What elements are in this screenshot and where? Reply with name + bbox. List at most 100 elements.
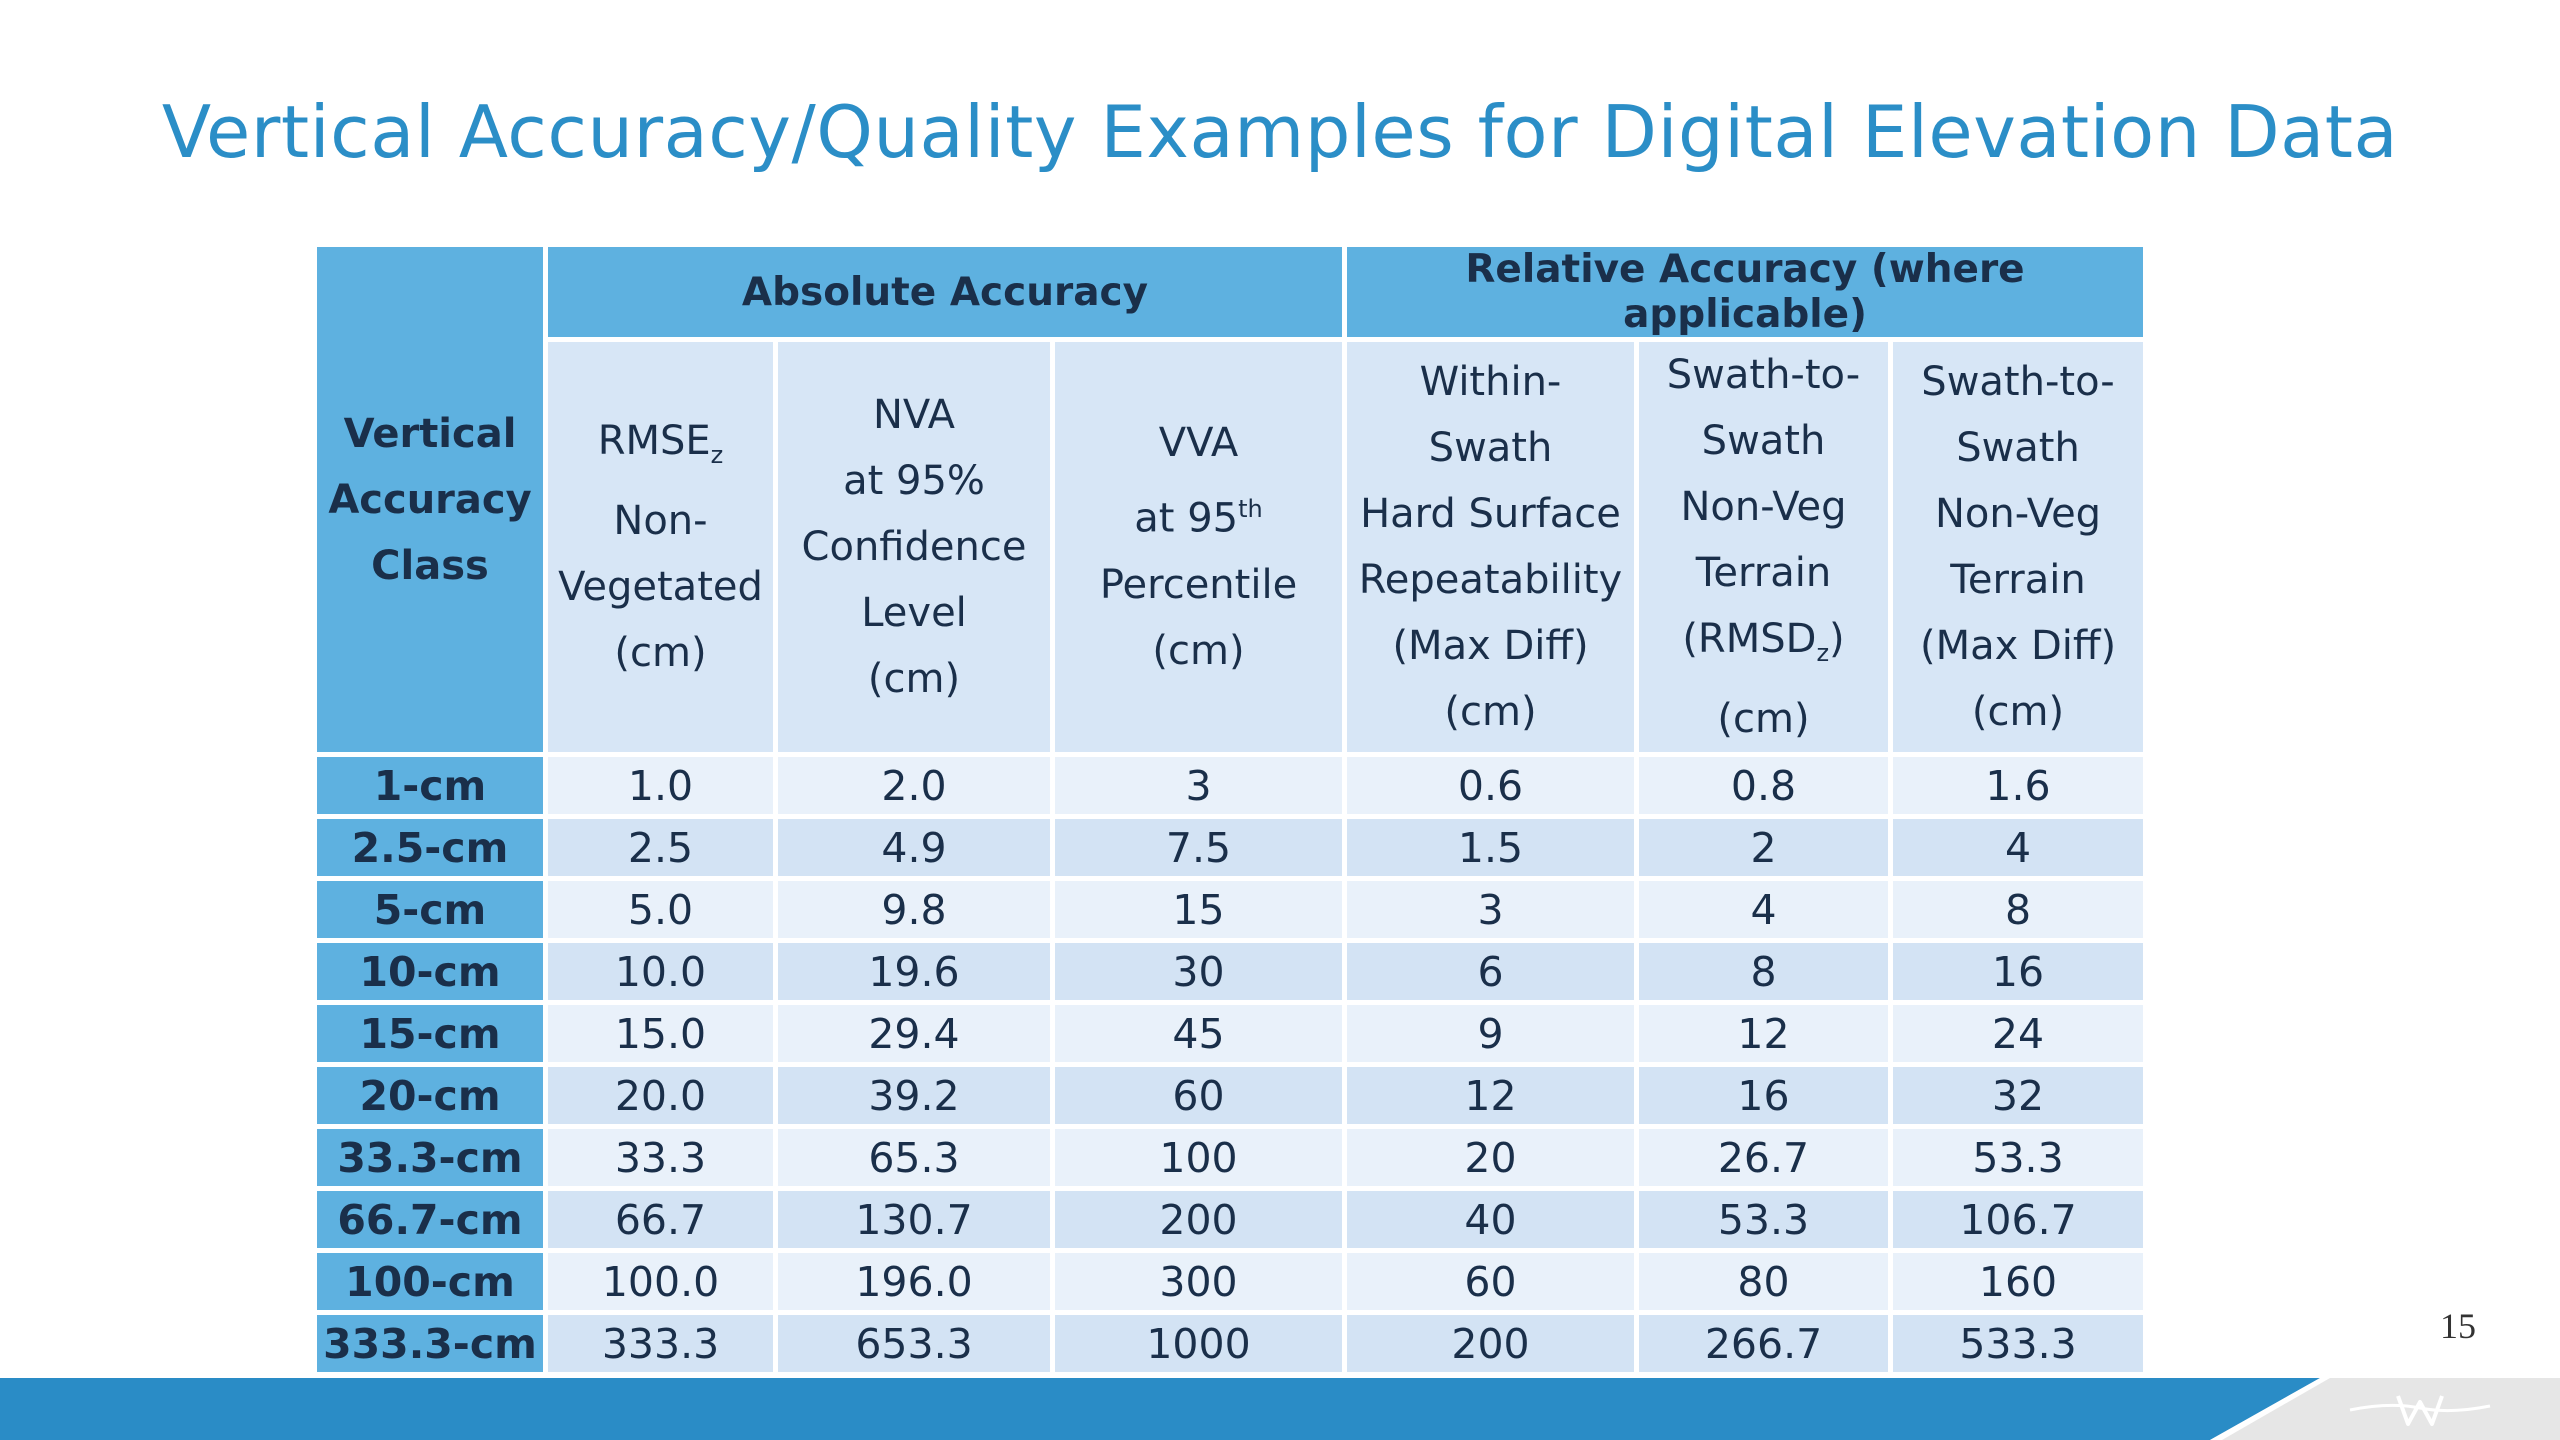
- value-cell: 32: [1887, 1062, 2149, 1129]
- value-cell: 24: [1887, 1000, 2149, 1067]
- swath-maxdiff-column-header: Swath-to- Swath Non-Veg Terrain (Max Dif…: [1887, 337, 2149, 757]
- value-cell: 80: [1634, 1248, 1893, 1315]
- value-cell: 16: [1634, 1062, 1893, 1129]
- header-line: RMSEz: [548, 408, 773, 488]
- value-cell: 0.6: [1342, 752, 1639, 819]
- value-cell: 66.7: [543, 1186, 778, 1253]
- value-cell: 30: [1050, 938, 1347, 1005]
- value-cell: 1.5: [1342, 814, 1639, 881]
- value-cell: 5.0: [543, 876, 778, 943]
- value-cell: 9: [1342, 1000, 1639, 1067]
- header-line: Hard Surface: [1360, 491, 1621, 537]
- class-header-line: Vertical: [343, 410, 517, 457]
- accuracy-class-cell: 100-cm: [312, 1248, 548, 1315]
- value-cell: 7.5: [1050, 814, 1347, 881]
- header-text: RMSE: [597, 418, 711, 464]
- value-cell: 53.3: [1634, 1186, 1893, 1253]
- value-cell: 2.0: [773, 752, 1055, 819]
- header-line: Within-: [1419, 359, 1562, 405]
- header-line: Swath-to-: [1921, 359, 2115, 405]
- value-cell: 300: [1050, 1248, 1347, 1315]
- value-cell: 40: [1342, 1186, 1639, 1253]
- value-cell: 12: [1634, 1000, 1893, 1067]
- value-cell: 12: [1342, 1062, 1639, 1129]
- header-line: (Max Diff): [1919, 623, 2117, 669]
- relative-accuracy-header: Relative Accuracy (where applicable): [1341, 242, 2149, 342]
- value-cell: 106.7: [1887, 1186, 2149, 1253]
- value-cell: 9.8: [773, 876, 1055, 943]
- value-cell: 200: [1050, 1186, 1347, 1253]
- accuracy-class-cell: 20-cm: [312, 1062, 548, 1129]
- header-line: (cm): [1717, 696, 1810, 742]
- header-line: Level: [861, 590, 967, 636]
- header-line: (RMSDz): [1639, 606, 1888, 686]
- value-cell: 100.0: [543, 1248, 778, 1315]
- table-row: 5-cm 5.0 9.8 15 3 4 8: [312, 876, 2149, 943]
- value-cell: 1.6: [1887, 752, 2149, 819]
- value-cell: 160: [1887, 1248, 2149, 1315]
- accuracy-class-cell: 333.3-cm: [312, 1310, 548, 1377]
- value-cell: 653.3: [773, 1310, 1055, 1377]
- slide-title: Vertical Accuracy/Quality Examples for D…: [161, 90, 2399, 174]
- value-cell: 6: [1342, 938, 1639, 1005]
- header-line: (cm): [867, 656, 961, 702]
- table-row: 1-cm 1.0 2.0 3 0.6 0.8 1.6: [312, 752, 2149, 819]
- value-cell: 8: [1634, 938, 1893, 1005]
- wavy-w-logo-icon: [2349, 1395, 2491, 1426]
- value-cell: 130.7: [773, 1186, 1055, 1253]
- table-row: 10-cm 10.0 19.6 30 6 8 16: [312, 938, 2149, 1005]
- header-line: Swath-to-: [1666, 352, 1861, 398]
- accuracy-class-cell: 5-cm: [312, 876, 548, 943]
- value-cell: 196.0: [773, 1248, 1055, 1315]
- value-cell: 2.5: [543, 814, 778, 881]
- value-cell: 4.9: [773, 814, 1055, 881]
- accuracy-class-cell: 1-cm: [312, 752, 548, 819]
- accuracy-class-cell: 33.3-cm: [312, 1124, 548, 1191]
- header-line: at 95%: [843, 458, 985, 504]
- value-cell: 20: [1342, 1124, 1639, 1191]
- header-line: Swath: [1428, 425, 1553, 471]
- class-header-line: Accuracy: [328, 476, 532, 523]
- header-line: Non-: [613, 498, 708, 544]
- header-line: Non-Veg: [1680, 484, 1847, 530]
- vertical-accuracy-class-header: Vertical Accuracy Class: [312, 242, 548, 757]
- value-cell: 1.0: [543, 752, 778, 819]
- value-cell: 3: [1050, 752, 1347, 819]
- header-superscript: th: [1238, 495, 1263, 524]
- value-cell: 39.2: [773, 1062, 1055, 1129]
- value-cell: 533.3: [1887, 1310, 2149, 1377]
- value-cell: 200: [1342, 1310, 1639, 1377]
- bottom-bar: [0, 1378, 2560, 1440]
- value-cell: 15.0: [543, 1000, 778, 1067]
- table-row: 333.3-cm 333.3 653.3 1000 200 266.7 533.3: [312, 1310, 2149, 1377]
- value-cell: 3: [1342, 876, 1639, 943]
- swath-rmsd-column-header: Swath-to- Swath Non-Veg Terrain (RMSDz) …: [1634, 337, 1893, 757]
- header-line: Terrain: [1950, 557, 2086, 603]
- header-line: NVA: [872, 392, 956, 438]
- rmse-column-header: RMSEz Non- Vegetated (cm): [543, 337, 778, 757]
- header-text: at 95: [1134, 495, 1239, 542]
- value-cell: 8: [1887, 876, 2149, 943]
- value-cell: 29.4: [773, 1000, 1055, 1067]
- header-line: Swath: [1956, 425, 2080, 471]
- table-body: 1-cm 1.0 2.0 3 0.6 0.8 1.6 2.5-cm 2.5 4.9 7.5 1.5 2 4…: [312, 752, 2149, 1377]
- value-cell: 60: [1342, 1248, 1639, 1315]
- page-number: 15: [2440, 1306, 2476, 1346]
- absolute-accuracy-header: Absolute Accuracy: [543, 242, 1347, 342]
- within-swath-column-header: Within- Swath Hard Surface Repeatability…: [1342, 337, 1639, 757]
- nva-column-header: NVA at 95% Confidence Level (cm): [773, 337, 1055, 757]
- table-row: 33.3-cm 33.3 65.3 100 20 26.7 53.3: [312, 1124, 2149, 1191]
- accuracy-class-cell: 66.7-cm: [312, 1186, 548, 1253]
- header-line: Repeatability: [1358, 557, 1623, 603]
- value-cell: 4: [1634, 876, 1893, 943]
- header-line: Terrain: [1695, 550, 1832, 596]
- header-line: (Max Diff): [1392, 623, 1589, 669]
- value-cell: 4: [1887, 814, 2149, 881]
- header-text: ): [1829, 616, 1845, 662]
- table-row: 66.7-cm 66.7 130.7 200 40 53.3 106.7: [312, 1186, 2149, 1253]
- header-subscript: z: [1816, 639, 1830, 667]
- header-line: Vegetated: [558, 564, 763, 610]
- accuracy-class-cell: 10-cm: [312, 938, 548, 1005]
- value-cell: 65.3: [773, 1124, 1055, 1191]
- header-line: Swath: [1701, 418, 1826, 464]
